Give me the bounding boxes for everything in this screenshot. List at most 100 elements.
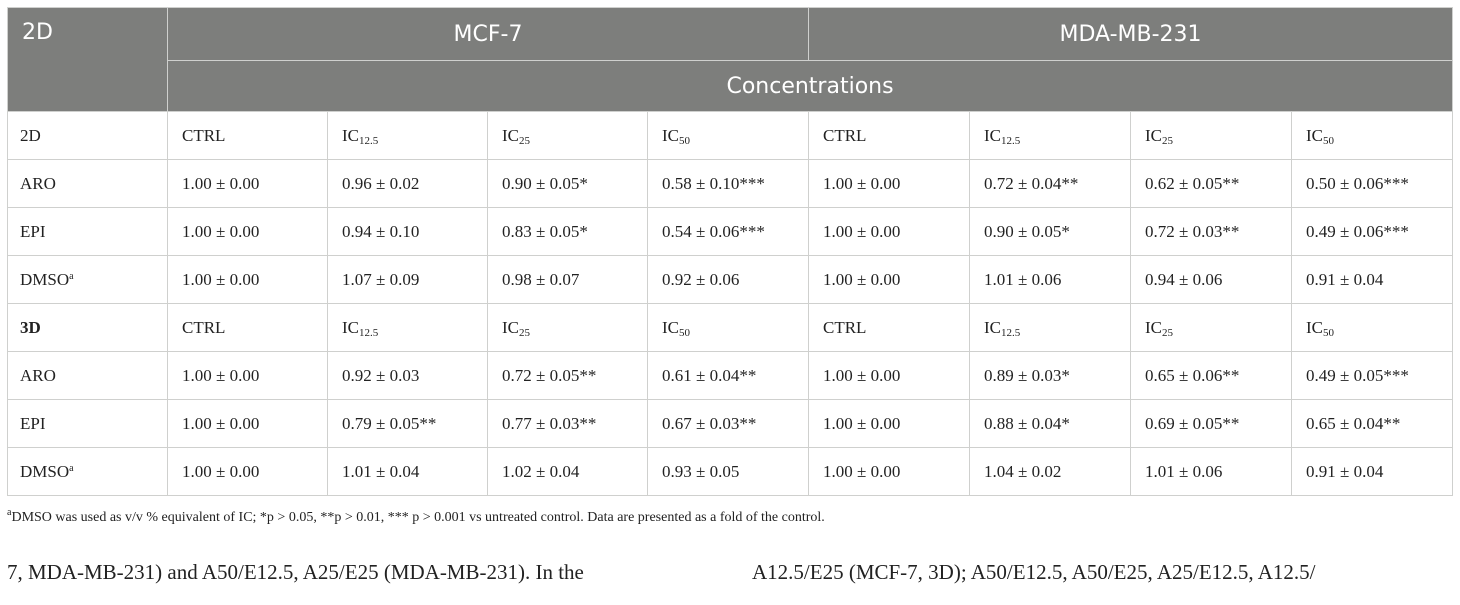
table-cell: 1.00 ± 0.00 [808,159,970,208]
table-row: DMSOa 1.00 ± 0.00 1.01 ± 0.04 1.02 ± 0.04 0.… [7,447,1454,496]
column-header: IC25 [1130,111,1292,160]
column-header-text: IC [662,125,679,145]
table-row: DMSOa 1.00 ± 0.00 1.07 ± 0.09 0.98 ± 0.07 0.… [7,255,1454,304]
footnote-text: DMSO was used as v/v % equivalent of IC;… [11,510,825,525]
table-cell: 1.02 ± 0.04 [487,447,648,496]
table-cell: 0.58 ± 0.10*** [647,159,809,208]
table-corner-label: 2D [7,7,168,112]
row-label-text: ARO [20,173,56,193]
column-header: IC50 [1290,111,1454,160]
table-cell: 0.92 ± 0.03 [327,351,488,400]
row-label-superscript: a [69,270,74,282]
table-cell: 1.00 ± 0.00 [167,351,328,400]
table-row: ARO 1.00 ± 0.00 0.92 ± 0.03 0.72 ± 0.05** 0.… [7,351,1454,400]
column-header-text: IC [502,317,519,337]
column-header-subscript: 12.5 [359,134,379,147]
column-header-text: IC [984,317,1001,337]
table-cell: 0.96 ± 0.02 [327,159,488,208]
table-cell: 1.01 ± 0.06 [1130,447,1292,496]
table-cell: 0.91 ± 0.04 [1290,255,1454,304]
group-header-mdamb231: MDA-MB-231 [807,7,1454,61]
table-cell: 0.79 ± 0.05** [327,399,488,448]
table-cell: 1.01 ± 0.06 [969,255,1131,304]
table-cell: 1.01 ± 0.04 [327,447,488,496]
table-cell: 0.61 ± 0.04** [647,351,809,400]
column-header: IC12.5 [969,111,1131,160]
table-cell: 1.00 ± 0.00 [808,207,970,256]
column-header: IC12.5 [969,303,1131,352]
footnote-marker: a [7,507,12,518]
table-cell: 1.00 ± 0.00 [808,447,970,496]
table-cell: 1.00 ± 0.00 [167,255,328,304]
table-body: 2D CTRL IC12.5 IC25 IC50 CTRL IC12.5 IC25 IC50 AR… [7,111,1454,496]
table-cell: 0.72 ± 0.04** [969,159,1131,208]
group-header-mcf7: MCF-7 [167,7,809,61]
column-header-subscript: 25 [519,326,530,339]
table-cell: 0.72 ± 0.03** [1130,207,1292,256]
table-cell: 0.98 ± 0.07 [487,255,648,304]
row-label-text: EPI [20,221,46,241]
table-cell: 0.77 ± 0.03** [487,399,648,448]
table-cell: 1.04 ± 0.02 [969,447,1131,496]
table-cell: 0.62 ± 0.05** [1130,159,1292,208]
column-header-text: IC [502,125,519,145]
row-label: DMSOa [7,447,168,496]
column-header-text: IC [1145,317,1162,337]
table-cell: 0.92 ± 0.06 [647,255,809,304]
row-label: ARO [7,351,168,400]
column-header: IC25 [487,303,648,352]
table-cell: 1.00 ± 0.00 [167,207,328,256]
column-header-text: IC [342,125,359,145]
table-row: EPI 1.00 ± 0.00 0.79 ± 0.05** 0.77 ± 0.03**… [7,399,1454,448]
table-cell: 0.94 ± 0.06 [1130,255,1292,304]
column-header: CTRL [808,303,970,352]
column-header-subscript: 50 [1323,134,1334,147]
column-header-subscript: 12.5 [1001,326,1021,339]
table-cell: 1.07 ± 0.09 [327,255,488,304]
column-header: IC25 [487,111,648,160]
row-label-text: ARO [20,365,56,385]
section-header-row: 3D CTRL IC12.5 IC25 IC50 CTRL IC12.5 IC25 IC50 [7,303,1454,352]
row-label-text: DMSO [20,269,70,289]
table-cell: 0.94 ± 0.10 [327,207,488,256]
column-header: CTRL [167,303,328,352]
column-header-subscript: 25 [519,134,530,147]
column-header-text: CTRL [823,125,867,145]
section-label: 3D [7,303,168,352]
column-header-text: CTRL [823,317,867,337]
column-header: CTRL [167,111,328,160]
row-label: ARO [7,159,168,208]
table-cell: 0.65 ± 0.04** [1290,399,1454,448]
column-header-subscript: 25 [1162,326,1173,339]
column-header-text: IC [1306,125,1323,145]
table-cell: 0.72 ± 0.05** [487,351,648,400]
section-label: 2D [7,111,168,160]
column-header-text: IC [662,317,679,337]
table-cell: 0.91 ± 0.04 [1290,447,1454,496]
table-cell: 1.00 ± 0.00 [167,447,328,496]
column-header-text: IC [984,125,1001,145]
table-cell: 1.00 ± 0.00 [167,159,328,208]
table-cell: 0.83 ± 0.05* [487,207,648,256]
column-header: IC50 [647,111,809,160]
row-label-text: DMSO [20,461,70,481]
column-header-text: IC [1306,317,1323,337]
column-header: IC50 [1290,303,1454,352]
table-cell: 0.69 ± 0.05** [1130,399,1292,448]
concentrations-header: Concentrations [166,60,1454,112]
column-header: IC12.5 [327,303,488,352]
table-cell: 0.65 ± 0.06** [1130,351,1292,400]
table-row: EPI 1.00 ± 0.00 0.94 ± 0.10 0.83 ± 0.05* 0.5… [7,207,1454,256]
table-footnote: aDMSO was used as v/v % equivalent of IC… [7,507,825,526]
results-table: 2D MCF-7 MDA-MB-231 Concentrations 2D CTR… [7,7,1454,496]
row-label-text: EPI [20,413,46,433]
body-text-right: A12.5/E25 (MCF-7, 3D); A50/E12.5, A50/E2… [752,560,1316,584]
table-cell: 0.49 ± 0.05*** [1290,351,1454,400]
column-header-text: CTRL [182,317,226,337]
table-cell: 1.00 ± 0.00 [808,255,970,304]
row-label-superscript: a [69,462,74,474]
column-header: IC12.5 [327,111,488,160]
column-header: IC50 [647,303,809,352]
table-cell: 0.90 ± 0.05* [487,159,648,208]
table-cell: 1.00 ± 0.00 [808,351,970,400]
